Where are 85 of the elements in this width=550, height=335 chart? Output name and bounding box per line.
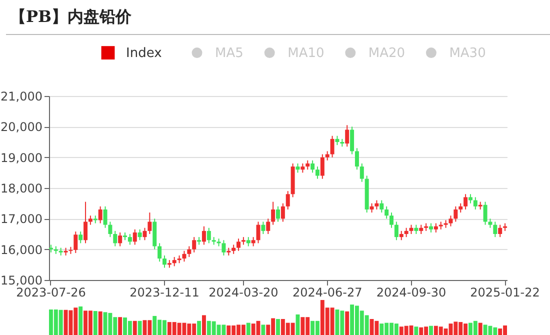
y-tick-label: 21,000: [0, 90, 42, 104]
candlestick: [370, 202, 374, 214]
candlestick: [162, 254, 166, 268]
candlestick: [202, 226, 206, 246]
candlestick: [488, 218, 492, 228]
x-tick-label: 2024-09-30: [376, 286, 446, 300]
candlestick: [483, 201, 488, 226]
y-tick-label: 20,000: [0, 120, 42, 134]
candlestick: [222, 240, 226, 256]
x-tick-label: 2023-07-26: [16, 286, 86, 300]
text: Index: [126, 46, 162, 61]
candlestick: [261, 221, 266, 234]
candlestick: [256, 221, 260, 244]
candlestick: [419, 224, 424, 234]
candlestick: [84, 201, 88, 244]
candlestick: [310, 160, 315, 174]
candlestick: [409, 224, 414, 234]
candlestick: [315, 166, 320, 180]
candlestick: [236, 238, 241, 252]
chart-title: 【PB】内盘铅价: [10, 7, 132, 28]
candlestick: [350, 126, 354, 155]
candlestick: [454, 206, 458, 222]
candlestick: [493, 221, 498, 238]
candlestick: [300, 162, 305, 174]
candlestick: [98, 206, 102, 224]
candlestick: [394, 221, 398, 241]
candlestick: [192, 236, 196, 253]
candlestick: [118, 232, 122, 247]
candlestick: [354, 148, 359, 170]
x-tick-label: 2025-01-22: [470, 286, 540, 300]
candlestick: [271, 201, 276, 226]
candlestick: [448, 215, 453, 227]
candlestick: [296, 162, 300, 174]
candlestick: [414, 224, 418, 234]
candlestick: [108, 221, 112, 238]
x-tick-label: 2024-03-20: [208, 286, 278, 300]
candlestick: [132, 228, 137, 246]
candlestick: [335, 135, 340, 146]
y-tick-label: 17,000: [0, 212, 42, 226]
candlestick: [390, 212, 394, 228]
candlestick: [113, 230, 118, 247]
candlestick: [330, 135, 334, 158]
candlestick: [158, 242, 162, 262]
candlestick: [380, 200, 384, 214]
candlestick: [187, 246, 192, 258]
y-tick-label: 18,000: [0, 182, 42, 196]
y-tick-label: 15,000: [0, 274, 42, 288]
candlestick: [374, 200, 379, 210]
candlestick: [78, 231, 83, 244]
candlestick: [128, 234, 132, 246]
candlestick: [232, 244, 236, 254]
candlestick: [384, 206, 389, 220]
candlestick: [74, 231, 78, 254]
candlestick: [325, 150, 330, 161]
candlestick: [138, 228, 142, 241]
candlestick: [473, 196, 478, 210]
candlestick: [468, 194, 472, 204]
candlestick: [360, 162, 364, 182]
candlestick: [306, 160, 310, 170]
candlestick: [464, 194, 468, 210]
candlestick: [266, 218, 270, 234]
candlestick: [345, 124, 350, 148]
candlestick: [498, 224, 502, 238]
x-tick-label: 2023-12-11: [130, 286, 200, 300]
candlestick: [88, 215, 92, 226]
candlestick: [434, 222, 438, 233]
candlestick: [428, 222, 433, 233]
y-tick-label: 19,000: [0, 150, 42, 165]
candlestick: [172, 256, 176, 267]
candlestick: [399, 230, 404, 241]
candlestick: [276, 206, 280, 222]
x-tick-label: 2024-06-27: [292, 286, 362, 300]
candlestick: [206, 227, 211, 244]
candlestick: [458, 202, 463, 214]
candlestick: [182, 250, 186, 262]
candlestick: [404, 227, 408, 238]
candlestick: [320, 154, 324, 180]
candlestick: [280, 202, 285, 222]
candlestick: [251, 236, 256, 247]
candlestick: [103, 206, 108, 228]
candlestick: [286, 190, 290, 210]
candlestick: [142, 227, 147, 241]
candlestick: [246, 236, 250, 247]
candlestick: [148, 212, 152, 234]
y-tick-label: 16,000: [0, 242, 42, 257]
